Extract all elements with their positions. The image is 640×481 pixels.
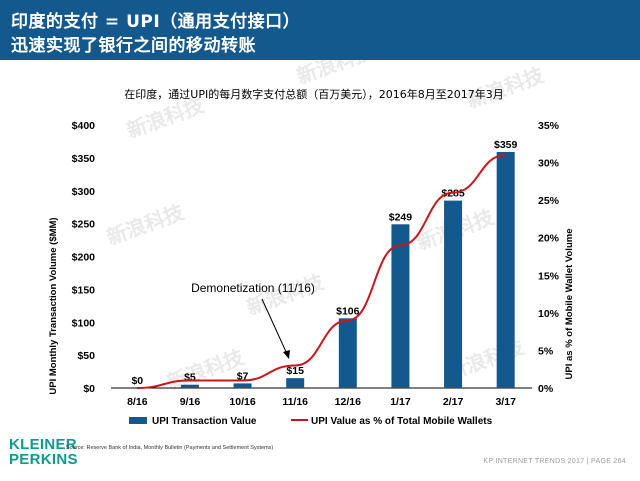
bar-9-16 [180, 384, 199, 388]
x-tick-label-3: 11/16 [282, 396, 308, 408]
legend-label-bars: UPI Transaction Value [152, 416, 257, 427]
y-tick-label-8: $400 [72, 120, 96, 132]
bar-3-17 [496, 151, 515, 388]
x-tick-label-6: 2/17 [443, 396, 464, 408]
x-tick-label-5: 1/17 [390, 396, 411, 408]
y2-tick-label-6: 30% [538, 158, 560, 170]
bar-1-17 [391, 224, 410, 388]
annotation-arrow-line [261, 298, 288, 355]
x-tick-label-4: 12/16 [335, 396, 361, 408]
legend-swatch-bars [129, 417, 147, 424]
x-tick-label-1: 9/16 [180, 396, 201, 408]
slide-title-line-1: 印度的支付 = UPI（通用支付接口） [11, 12, 301, 32]
y-tick-label-0: $0 [83, 383, 95, 395]
chart-title: 在印度，通过UPI的每月数字支付总额（百万美元），2016年8月至2017年3月 [124, 87, 503, 101]
bar-label-3: $15 [286, 365, 304, 377]
right-axis-ticks: 0% 5% 10% 15% 20% 25% 30% 35% [538, 120, 560, 395]
left-axis-ticks: $0 $50 $100 $150 $200 $250 $300 $350 $400 [72, 120, 96, 395]
page-footer: KP INTERNET TRENDS 2017 | PAGE 264 [483, 458, 626, 465]
left-axis-label: UPI Monthly Transaction Volume ($MM) [48, 217, 59, 394]
y-tick-label-5: $250 [72, 219, 96, 231]
y-tick-label-6: $300 [72, 186, 96, 198]
legend-label-line: UPI Value as % of Total Mobile Wallets [311, 416, 493, 427]
bar-label-2: $7 [237, 370, 249, 382]
bar-label-1: $5 [184, 372, 196, 384]
y2-tick-label-4: 20% [538, 233, 560, 245]
x-tick-label-7: 3/17 [495, 396, 516, 408]
x-tick-label-0: 8/16 [127, 396, 148, 408]
right-axis-label: UPI as % of Mobile Wallet Volume [564, 229, 575, 380]
bar-label-5: $249 [389, 211, 413, 223]
y2-tick-label-1: 5% [538, 345, 554, 357]
bar-11-16 [286, 378, 305, 388]
slide-title-line-2: 迅速实现了银行之间的移动转账 [11, 36, 256, 56]
bar-label-7: $359 [494, 139, 518, 151]
logo-line-1: KLEINER [9, 436, 77, 453]
bar-value-labels: $0 $5 $7 $15$106$249$285$359 [131, 139, 517, 387]
bar-label-4: $106 [336, 305, 360, 317]
y2-tick-label-3: 15% [538, 270, 560, 282]
demonetization-annotation: Demonetization (11/16) [191, 281, 315, 295]
y-tick-label-1: $50 [77, 350, 95, 362]
percentage-line [137, 154, 506, 389]
bar-2-17 [444, 200, 463, 388]
upi-chart: 新浪科技新浪科技新浪科技新浪科技新浪科技新浪科技新浪科技新浪科技 在印度，通过U… [48, 60, 575, 427]
source-note: Source: Reserve Bank of India, Monthly B… [66, 445, 274, 451]
y2-tick-label-2: 10% [538, 308, 560, 320]
x-axis-ticks: 8/16 9/16 10/16 11/16 12/16 1/17 2/17 3/17 [127, 396, 516, 408]
kleiner-perkins-logo: KLEINER PERKINS [9, 437, 78, 467]
y-tick-label-3: $150 [72, 284, 96, 296]
x-tick-label-2: 10/16 [229, 396, 255, 408]
bar-series [180, 151, 515, 388]
watermark-3: 新浪科技 [104, 199, 188, 249]
bar-12-16 [338, 318, 357, 388]
y-tick-label-2: $100 [72, 317, 96, 329]
watermark-1: 新浪科技 [294, 60, 378, 89]
y2-tick-label-0: 0% [538, 383, 554, 395]
bar-label-0: $0 [131, 375, 143, 387]
bar-10-16 [233, 383, 252, 388]
y-tick-label-4: $200 [72, 252, 96, 264]
y2-tick-label-5: 25% [538, 195, 560, 207]
y-tick-label-7: $350 [72, 153, 96, 165]
logo-line-2: PERKINS [9, 451, 78, 468]
y2-tick-label-7: 35% [538, 120, 560, 132]
slide-header: 印度的支付 = UPI（通用支付接口） 迅速实现了银行之间的移动转账 [0, 0, 640, 60]
annotation-arrowhead [283, 350, 290, 359]
watermark-layer: 新浪科技新浪科技新浪科技新浪科技新浪科技新浪科技新浪科技新浪科技 [104, 60, 548, 395]
